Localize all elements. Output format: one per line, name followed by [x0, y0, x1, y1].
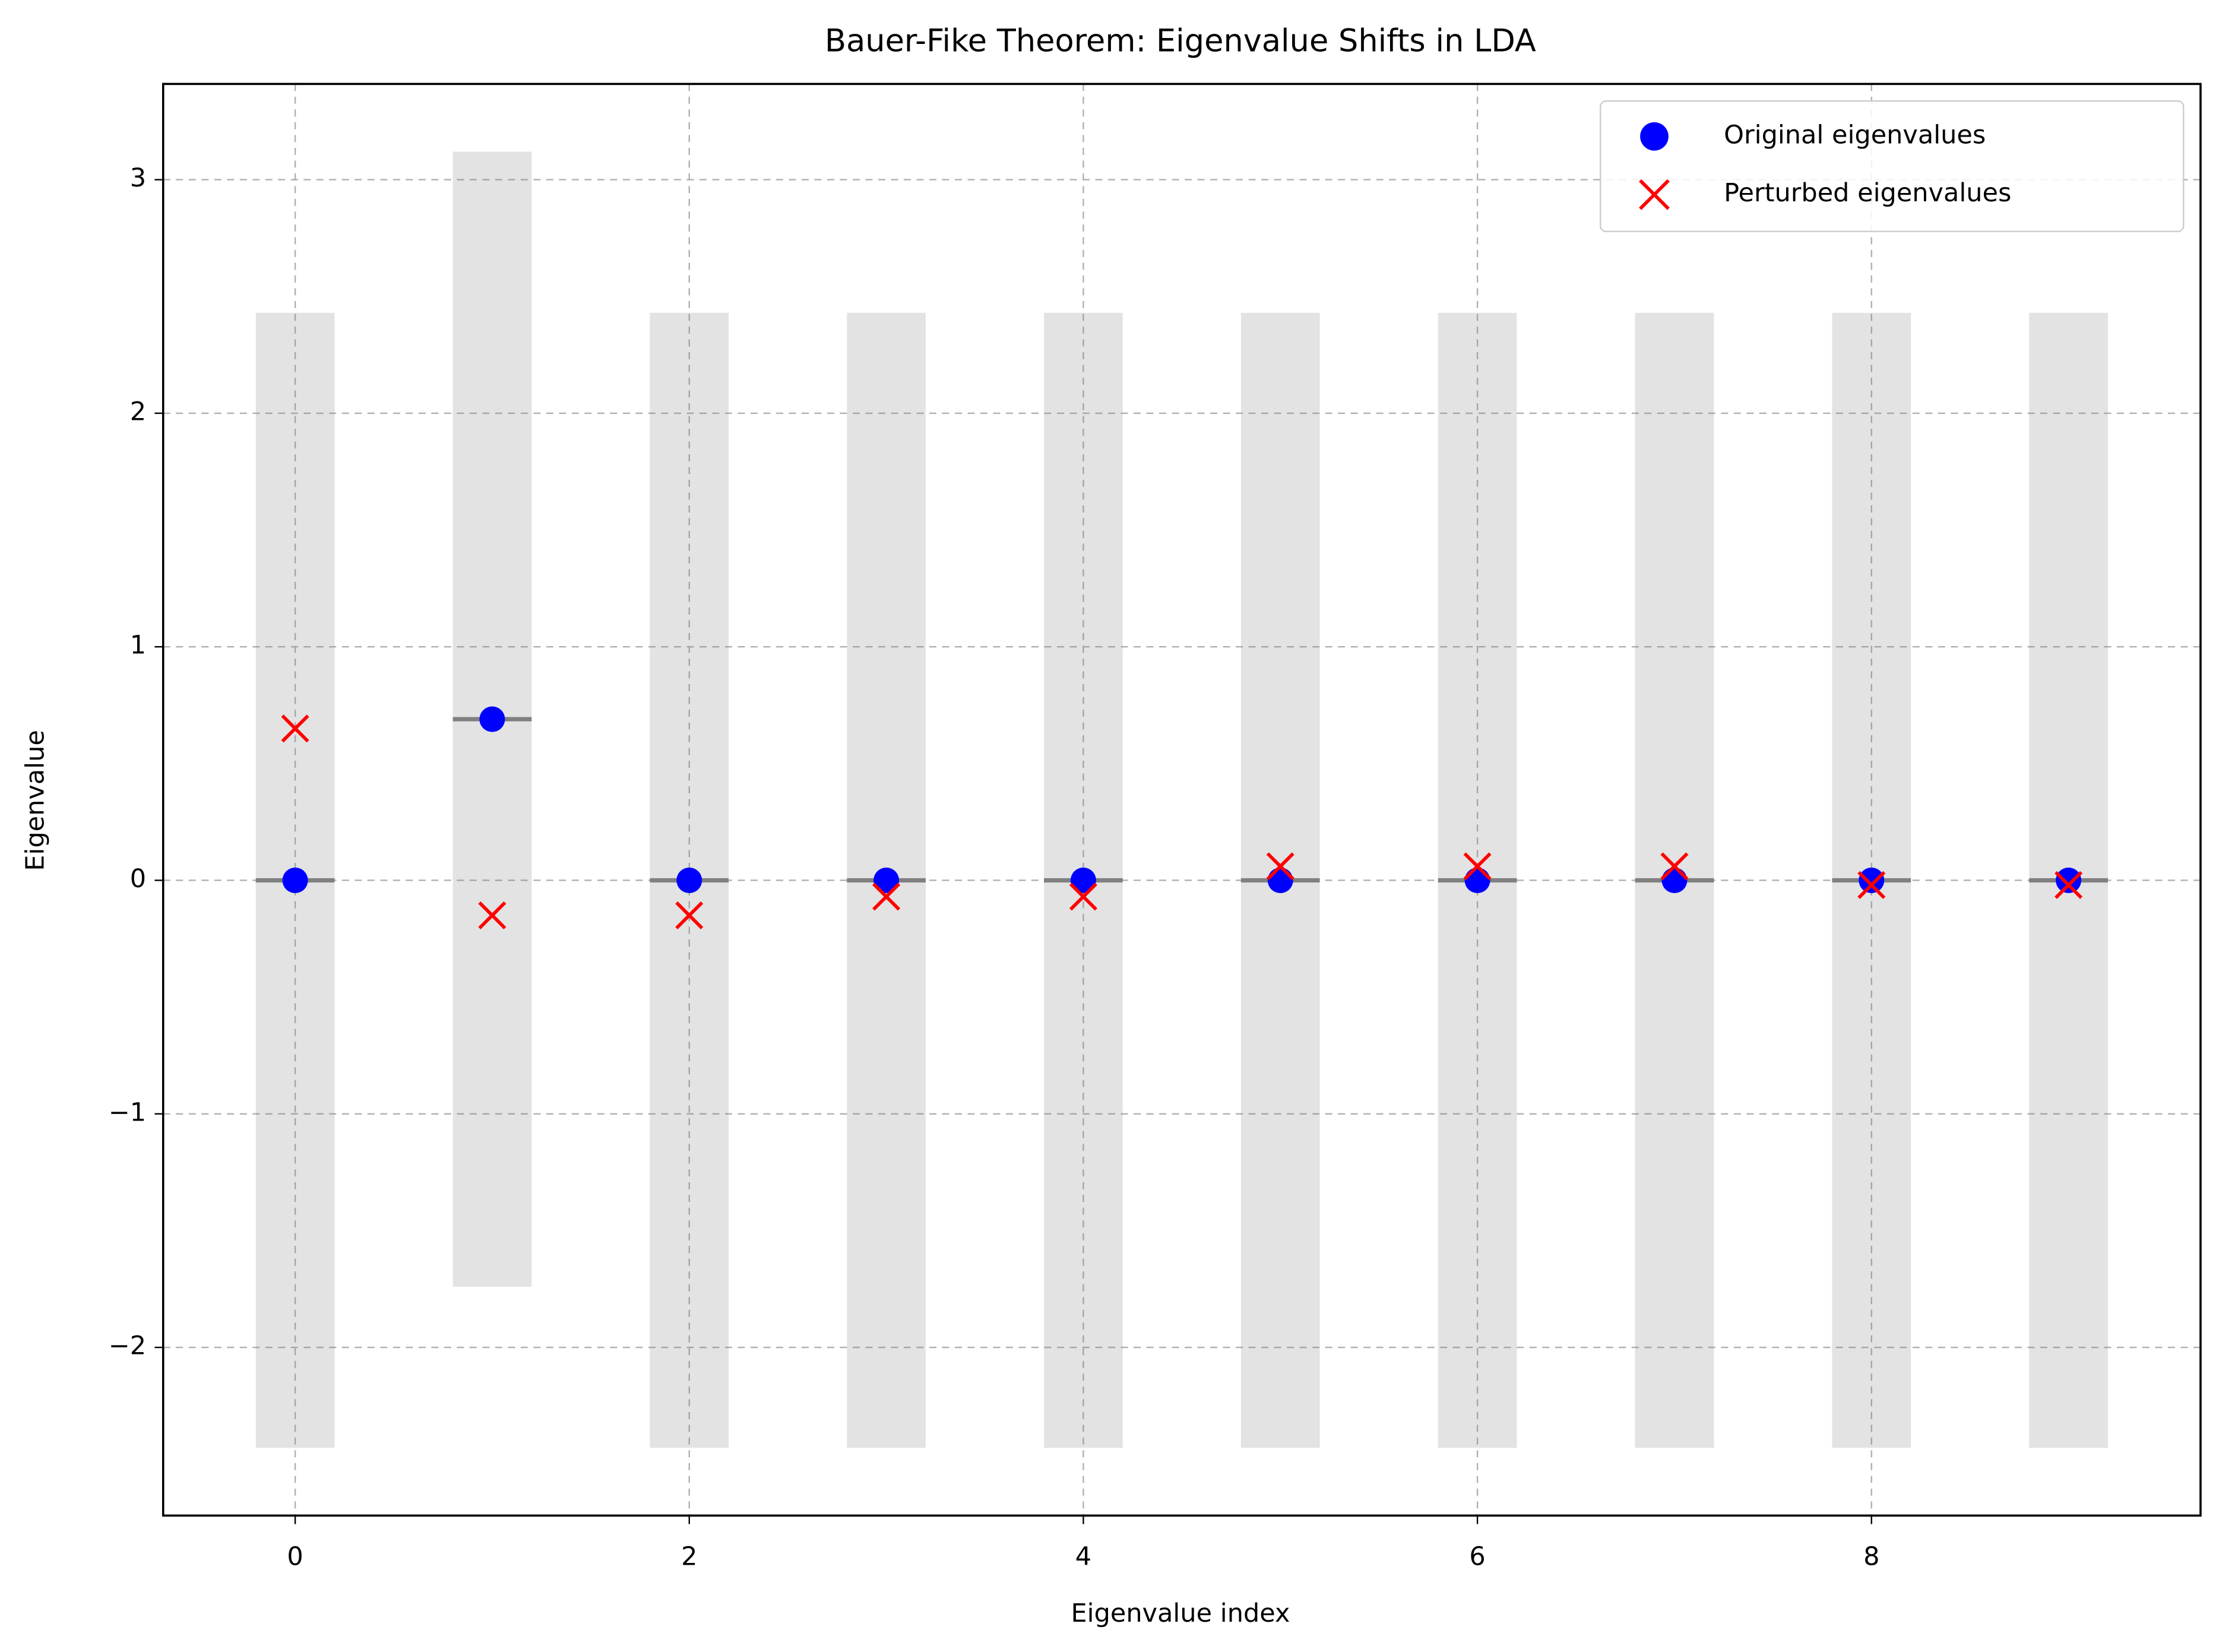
x-stroke	[1857, 871, 1886, 899]
point	[1859, 867, 1885, 893]
x-stroke	[1463, 852, 1492, 881]
x-stroke	[675, 901, 704, 930]
y-tick-label: 3	[130, 163, 146, 193]
x-tick-label: 8	[1863, 1542, 1879, 1571]
y-axis-label: Eigenvalue	[21, 730, 50, 871]
point	[676, 867, 702, 893]
y-tick-label: −1	[109, 1097, 146, 1127]
x-tick-label: 0	[287, 1542, 303, 1571]
point	[281, 714, 309, 743]
point	[872, 882, 901, 911]
x-tick-label: 6	[1469, 1542, 1485, 1571]
x-tick-label: 2	[681, 1542, 697, 1571]
point	[1266, 852, 1294, 881]
point	[1070, 867, 1096, 893]
y-tick-label: 2	[130, 397, 146, 426]
point	[479, 706, 505, 732]
x-stroke	[281, 714, 309, 743]
legend-marker	[1639, 179, 1670, 210]
x-stroke	[1660, 852, 1689, 881]
chart-title: Bauer-Fike Theorem: Eigenvalue Shifts in…	[825, 23, 1536, 59]
point	[282, 867, 308, 893]
point	[1464, 867, 1490, 893]
point	[1463, 852, 1492, 881]
legend-marker	[1640, 122, 1669, 151]
x-stroke	[2055, 871, 2083, 899]
y-tick-label: 0	[130, 864, 146, 894]
legend-label: Perturbed eigenvalues	[1724, 178, 2011, 208]
point	[1857, 871, 1886, 899]
legend-box	[1600, 100, 2185, 233]
point	[675, 901, 704, 930]
x-stroke	[1069, 882, 1097, 911]
point	[873, 867, 900, 893]
point	[2056, 867, 2082, 893]
x-tick-label: 4	[1075, 1542, 1091, 1571]
point	[1661, 867, 1688, 893]
legend-label: Original eigenvalues	[1724, 120, 1986, 150]
y-tick-label: −2	[109, 1331, 146, 1361]
point	[1267, 867, 1293, 893]
legend: Original eigenvalues Perturbed eigenvalue…	[1600, 100, 2185, 233]
plot-frame	[162, 83, 2202, 1517]
point	[478, 901, 507, 930]
x-stroke	[1639, 179, 1670, 210]
point	[2055, 871, 2083, 899]
x-stroke	[478, 901, 507, 930]
x-axis-label: Eigenvalue index	[1071, 1599, 1290, 1628]
point	[1660, 852, 1689, 881]
x-stroke	[1266, 852, 1294, 881]
y-tick-label: 1	[130, 631, 146, 660]
point	[1069, 882, 1097, 911]
x-stroke	[872, 882, 901, 911]
